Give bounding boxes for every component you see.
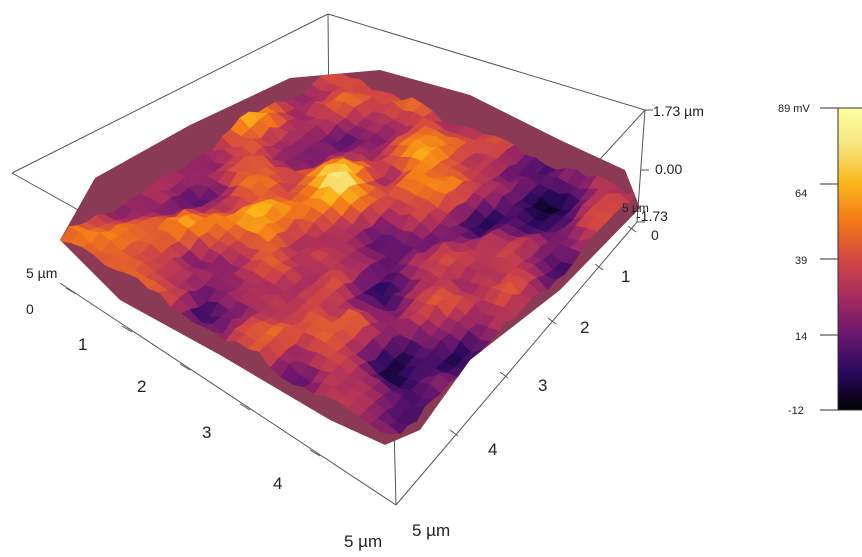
box-top-back-right-edge [327,13,646,111]
axis-tick [449,429,459,437]
box-bottom-front-left-edge [59,282,397,506]
x-axis-tick-4: 4 [273,474,282,493]
axis-tick [179,363,191,371]
height-surface [60,70,640,445]
box-right-vertical-edge [636,109,646,223]
y-axis-tick-2: 2 [580,318,589,337]
axis-tick [594,263,604,271]
x-axis-tick-1: 1 [78,335,87,354]
colorbar-ticks [820,107,838,411]
axis-tick [627,225,637,233]
axis-tick [239,403,251,411]
colorbar-label-39: 39 [795,255,807,267]
box-bottom-front-right-edge [395,221,638,506]
z-axis-max-label: 1.73 µm [653,103,704,119]
axis-tick [309,449,321,457]
x-axis-end-label: 5 µm [344,532,382,551]
box-top-back-left-edge [11,13,329,174]
right-axis-end-label: 5 µm [622,201,649,215]
axis-ticks [65,109,653,457]
axis-tick [499,371,509,379]
x-axis-tick-3: 3 [202,423,211,442]
axis-tick [547,317,557,325]
colorbar-label-64: 64 [795,188,807,200]
left-axis-start-label: 0 [26,301,34,317]
colorbar-gradient [837,107,862,411]
colorbar-min-label: -12 [788,405,804,417]
axis-tick [65,287,77,295]
axis-tick [121,325,133,333]
y-axis-tick-4: 4 [488,440,497,459]
x-axis-tick-2: 2 [137,377,146,396]
colorbar-label-14: 14 [795,331,807,343]
y-axis-tick-3: 3 [538,376,547,395]
left-axis-end-label: 5 µm [26,265,57,281]
z-axis-zero-label: 0.00 [655,161,682,177]
y-axis-tick-1: 1 [621,267,630,286]
y-axis-end-label: 5 µm [412,521,450,540]
colorbar-max-label: 89 mV [778,103,810,115]
colorbar: 89 mV 64 39 14 -12 [778,103,862,417]
z-axis-min-label: -1.73 [636,208,668,224]
y-axis-start-label: 0 [651,227,659,243]
